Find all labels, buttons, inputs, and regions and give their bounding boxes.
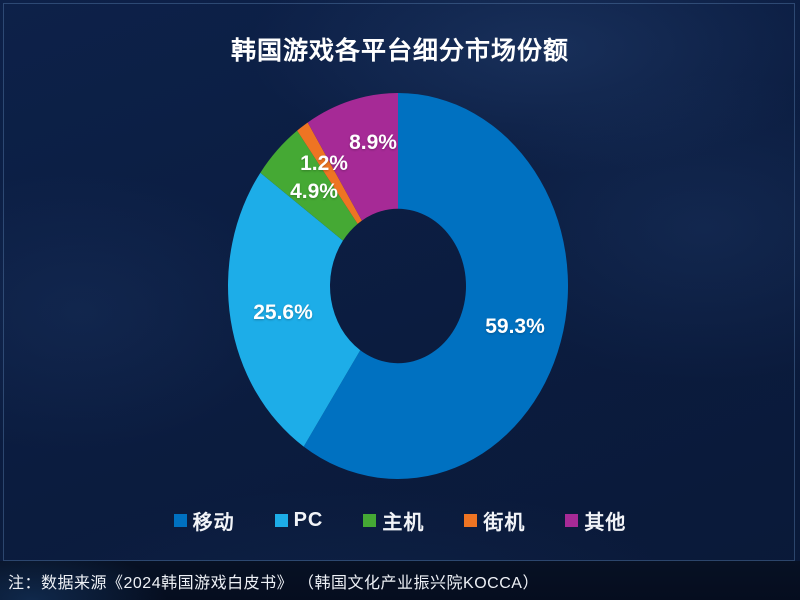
source-note: 注：数据来源《2024韩国游戏白皮书》 （韩国文化产业振兴院KOCCA）: [8, 575, 539, 592]
legend-label-other: 其他: [584, 511, 627, 534]
donut-chart: [228, 93, 568, 479]
legend-item-mobile: 移动: [173, 506, 235, 535]
legend-label-console: 主机: [382, 511, 425, 534]
legend-label-mobile: 移动: [192, 511, 235, 534]
legend-swatch-mobile: [173, 513, 187, 527]
slice-label-mobile: 59.3%: [485, 315, 545, 338]
pie-slice-2: [260, 130, 358, 241]
legend-item-other: 其他: [565, 506, 626, 535]
pie-slice-0: [303, 93, 568, 479]
legend-label-arcade: 街机: [483, 511, 526, 534]
pie-slice-1: [228, 172, 361, 447]
slice-label-other: 8.9%: [349, 131, 397, 154]
footer-band: [0, 561, 800, 600]
legend-swatch-arcade: [464, 513, 478, 527]
legend-swatch-console: [363, 513, 377, 527]
legend-item-console: 主机: [363, 506, 424, 535]
legend-label-pc: PC: [293, 508, 324, 531]
chart-title: 韩国游戏各平台细分市场份额: [230, 37, 569, 65]
pie-slice-3: [297, 122, 362, 224]
legend-item-pc: PC: [274, 508, 324, 532]
slice-label-console: 4.9%: [290, 180, 338, 203]
legend-swatch-pc: [274, 513, 288, 527]
slice-label-pc: 25.6%: [253, 301, 313, 324]
legend-item-arcade: 街机: [464, 506, 525, 535]
chart-legend: 移动 PC 主机 街机 其他: [0, 505, 800, 535]
legend-swatch-other: [565, 513, 579, 527]
slice-label-arcade: 1.2%: [300, 152, 348, 175]
pie-slice-4: [307, 93, 398, 221]
